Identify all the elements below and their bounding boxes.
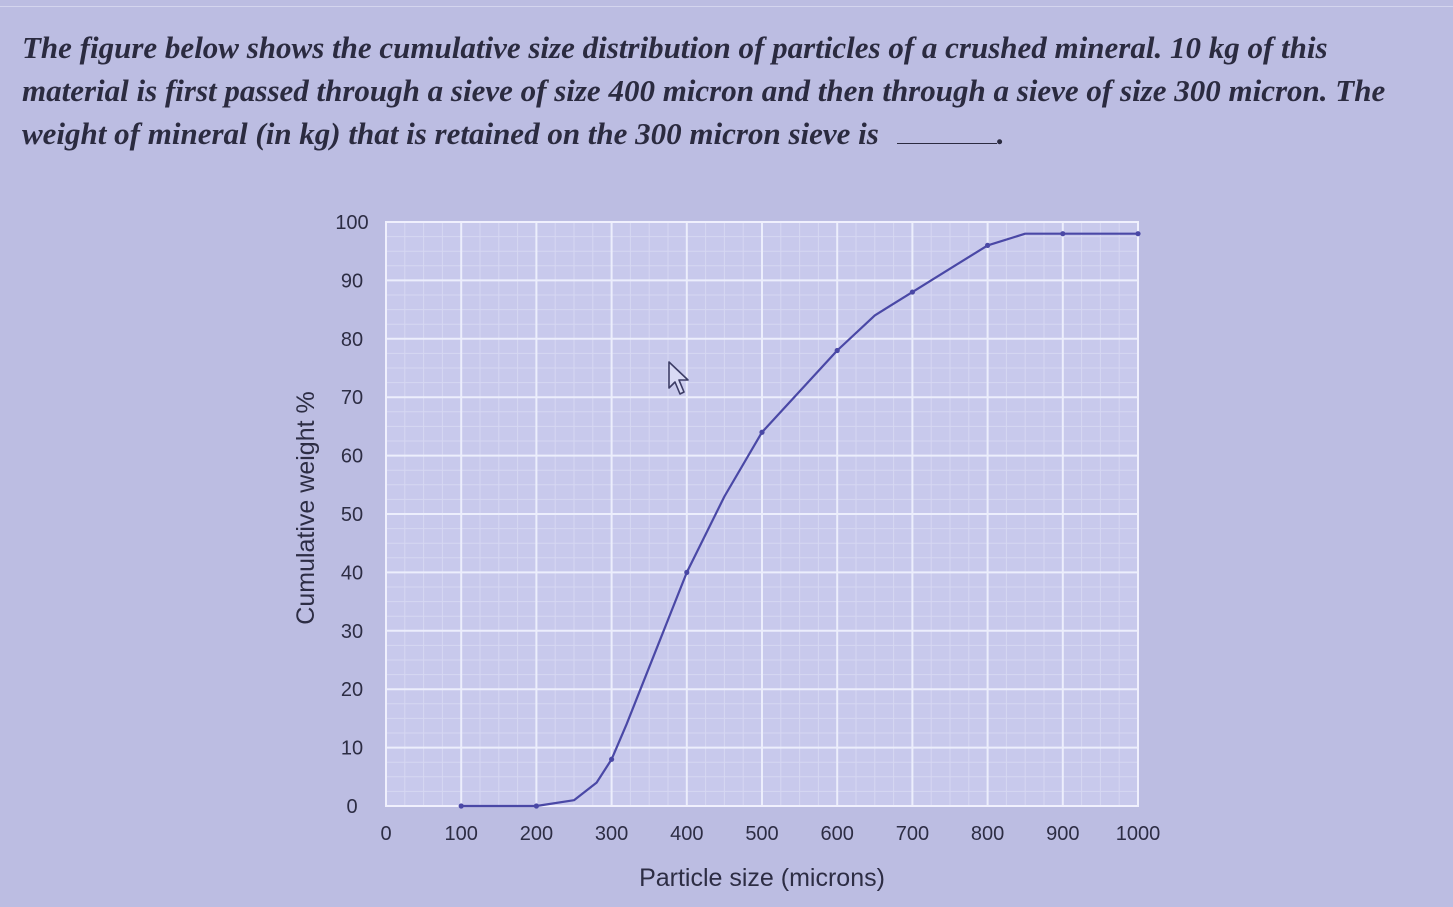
top-rule <box>0 6 1453 7</box>
data-point <box>985 242 991 248</box>
data-point <box>1060 231 1066 237</box>
question-text-block: The figure below shows the cumulative si… <box>22 26 1427 155</box>
x-tick-label: 500 <box>745 823 778 845</box>
data-point <box>759 429 765 435</box>
x-tick-label: 300 <box>595 823 628 845</box>
y-tick-label: 100 <box>335 212 368 234</box>
data-point <box>1135 231 1141 237</box>
y-tick-label: 0 <box>346 796 357 818</box>
x-axis-title: Particle size (microns) <box>639 864 885 892</box>
plot-border <box>385 221 1139 807</box>
x-tick-label: 200 <box>520 823 553 845</box>
answer-blank <box>896 117 997 144</box>
y-tick-label: 80 <box>341 329 363 351</box>
y-tick-label: 40 <box>341 562 363 584</box>
y-tick-label: 30 <box>341 621 363 643</box>
data-point <box>533 803 540 809</box>
mouse-cursor-icon <box>668 361 689 395</box>
x-tick-label: 700 <box>896 823 929 845</box>
data-point <box>684 569 690 576</box>
y-axis-title: Cumulative weight % <box>292 391 320 624</box>
y-tick-label: 60 <box>341 446 363 468</box>
x-tick-label: 800 <box>971 823 1004 845</box>
x-tick-label: 0 <box>380 823 391 845</box>
data-point <box>834 347 840 354</box>
question-text: The figure below shows the cumulative si… <box>22 30 1386 151</box>
y-tick-label: 20 <box>341 679 363 701</box>
x-tick-label: 900 <box>1046 823 1079 845</box>
y-tick-label: 70 <box>341 387 363 409</box>
data-point <box>909 289 916 295</box>
x-tick-label: 600 <box>821 823 854 845</box>
data-point <box>458 803 464 809</box>
y-tick-label: 50 <box>341 504 363 526</box>
y-tick-label: 90 <box>341 270 363 292</box>
x-tick-label: 1000 <box>1116 823 1161 845</box>
x-tick-label: 400 <box>670 823 703 845</box>
data-point <box>609 756 615 762</box>
x-tick-label: 100 <box>445 823 478 845</box>
question-end-punctuation: . <box>996 116 1005 151</box>
y-tick-label: 10 <box>341 738 363 760</box>
